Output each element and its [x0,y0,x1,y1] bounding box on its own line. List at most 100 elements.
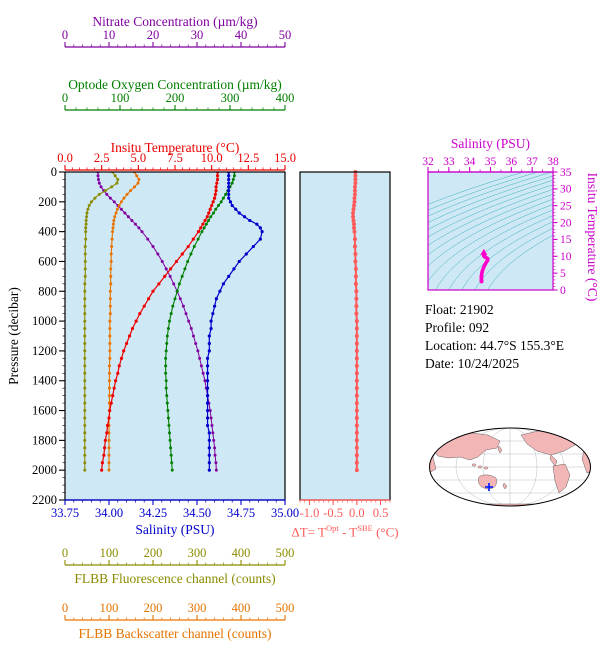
optode-oxygen-concentration-m-kg-curve [164,172,236,472]
svg-text:33: 33 [443,156,455,168]
svg-text:200: 200 [166,91,185,105]
svg-text:-1.0: -1.0 [300,506,320,520]
svg-text:600: 600 [38,254,57,268]
oxygen-axis-title: Optode Oxygen Concentration (µm/kg) [68,77,282,92]
svg-text:34.25: 34.25 [139,506,167,520]
svg-text:1000: 1000 [32,314,57,328]
svg-text:100: 100 [100,546,119,560]
svg-text:0.5: 0.5 [373,506,389,520]
delta-t-axis: -1.0 -0.5 0.0 0.5 [300,499,391,520]
svg-text:34.00: 34.00 [95,506,123,520]
svg-text:-0.5: -0.5 [323,506,343,520]
delta-t-title-part: ΔT= T [291,524,326,540]
svg-text:0.0: 0.0 [349,506,365,520]
svg-text:1800: 1800 [32,433,57,447]
float-id-text: Float: 21902 [425,302,494,317]
delta-t-axis-title: ΔT= TOpt - TSBE (°C) [284,523,406,540]
svg-text:35: 35 [560,167,572,179]
location-text: Location: 44.7°S 155.3°E [425,338,565,353]
delta-t-curve [351,170,359,473]
nitrate-axis: 0 10 20 30 40 50 [62,28,291,48]
svg-text:1200: 1200 [32,344,57,358]
temperature-axis: 0.0 2.5 5.0 7.5 10.0 12.5 15.0 [57,151,296,171]
svg-text:0.0: 0.0 [57,151,73,165]
svg-text:1600: 1600 [32,404,57,418]
svg-text:1400: 1400 [32,374,57,388]
salinity-psu-curve [205,172,264,472]
svg-text:200: 200 [38,195,57,209]
svg-text:12.5: 12.5 [237,151,259,165]
svg-text:35.00: 35.00 [271,506,299,520]
svg-text:500: 500 [276,546,295,560]
svg-text:5.0: 5.0 [131,151,147,165]
backscatter-axis-title: FLBB Backscatter channel (counts) [78,626,272,641]
svg-text:200: 200 [144,546,163,560]
delta-t-title-sup-opt: Opt [325,523,339,533]
ts-salinity-axis-title: Salinity (PSU) [450,136,531,151]
svg-text:15.0: 15.0 [274,151,296,165]
nitrate-concentration-m-kg-curve [96,172,218,472]
oxygen-axis: 0 100 200 300 400 [62,91,295,111]
fluorescence-axis: 0 100 200 300 400 500 [62,546,295,566]
svg-text:36: 36 [506,156,518,168]
delta-t-title-sup-sbe: SBE [357,523,373,533]
backscatter-axis: 0 100 200 300 400 500 [62,601,295,621]
svg-text:34: 34 [464,156,476,168]
svg-text:300: 300 [188,546,207,560]
svg-text:200: 200 [144,601,163,615]
ts-curve [479,248,490,284]
svg-text:500: 500 [276,601,295,615]
svg-text:0: 0 [62,546,68,560]
svg-text:0: 0 [62,28,68,42]
delta-t-title-part: - T [338,524,358,540]
svg-text:15: 15 [560,234,572,246]
delta-t-plot: -1.0 -0.5 0.0 0.5 [299,170,391,520]
salinity-axis: 33.75 34.00 34.25 34.50 34.75 35.00 [51,499,299,520]
ts-temperature-axis: 0 5 10 15 20 25 30 35 [553,167,572,297]
svg-text:400: 400 [232,601,251,615]
svg-text:400: 400 [232,546,251,560]
float-location-marker [485,483,493,491]
date-text: Date: 10/24/2025 [425,356,520,371]
ts-diagram: 32 33 34 35 36 37 38 0 5 10 15 20 25 30 35 [422,156,572,297]
pressure-axis: 0 200 400 600 800 1000 1200 1400 1600 1800 2000 220… [32,165,65,507]
pressure-axis-title: Pressure (decibar) [6,287,21,385]
svg-text:20: 20 [560,217,572,229]
profile-curves [83,172,264,472]
svg-text:0: 0 [51,165,57,179]
svg-text:10.0: 10.0 [201,151,223,165]
svg-text:2000: 2000 [32,463,57,477]
svg-text:10: 10 [560,251,572,263]
svg-text:25: 25 [560,201,572,213]
svg-text:100: 100 [111,91,130,105]
svg-text:800: 800 [38,284,57,298]
svg-text:400: 400 [276,91,295,105]
svg-text:38: 38 [547,156,559,168]
svg-text:0: 0 [62,91,68,105]
svg-text:35: 35 [485,156,497,168]
insitu-temperature-c-curve [100,172,220,472]
salinity-axis-title: Salinity (PSU) [135,522,215,537]
svg-text:30: 30 [560,184,572,196]
svg-text:5: 5 [560,268,566,280]
svg-text:20: 20 [147,28,160,42]
ts-salinity-axis: 32 33 34 35 36 37 38 [422,156,559,173]
svg-text:32: 32 [422,156,434,168]
svg-text:34.50: 34.50 [183,506,211,520]
main-profile-plot [64,171,286,501]
profile-number-text: Profile: 092 [425,320,490,335]
temperature-axis-title: Insitu Temperature (°C) [110,140,240,155]
svg-text:300: 300 [221,91,240,105]
svg-text:37: 37 [526,156,538,168]
nitrate-axis-title: Nitrate Concentration (µm/kg) [92,14,258,29]
svg-text:300: 300 [188,601,207,615]
ts-temperature-axis-title: Insitu Temperature (°C) [585,172,600,302]
svg-text:100: 100 [100,601,119,615]
flbb-fluorescence-channel-counts-curve [83,172,120,472]
svg-text:2.5: 2.5 [94,151,110,165]
svg-text:7.5: 7.5 [167,151,183,165]
isopycnal-contours [428,172,553,290]
svg-text:34.75: 34.75 [227,506,255,520]
